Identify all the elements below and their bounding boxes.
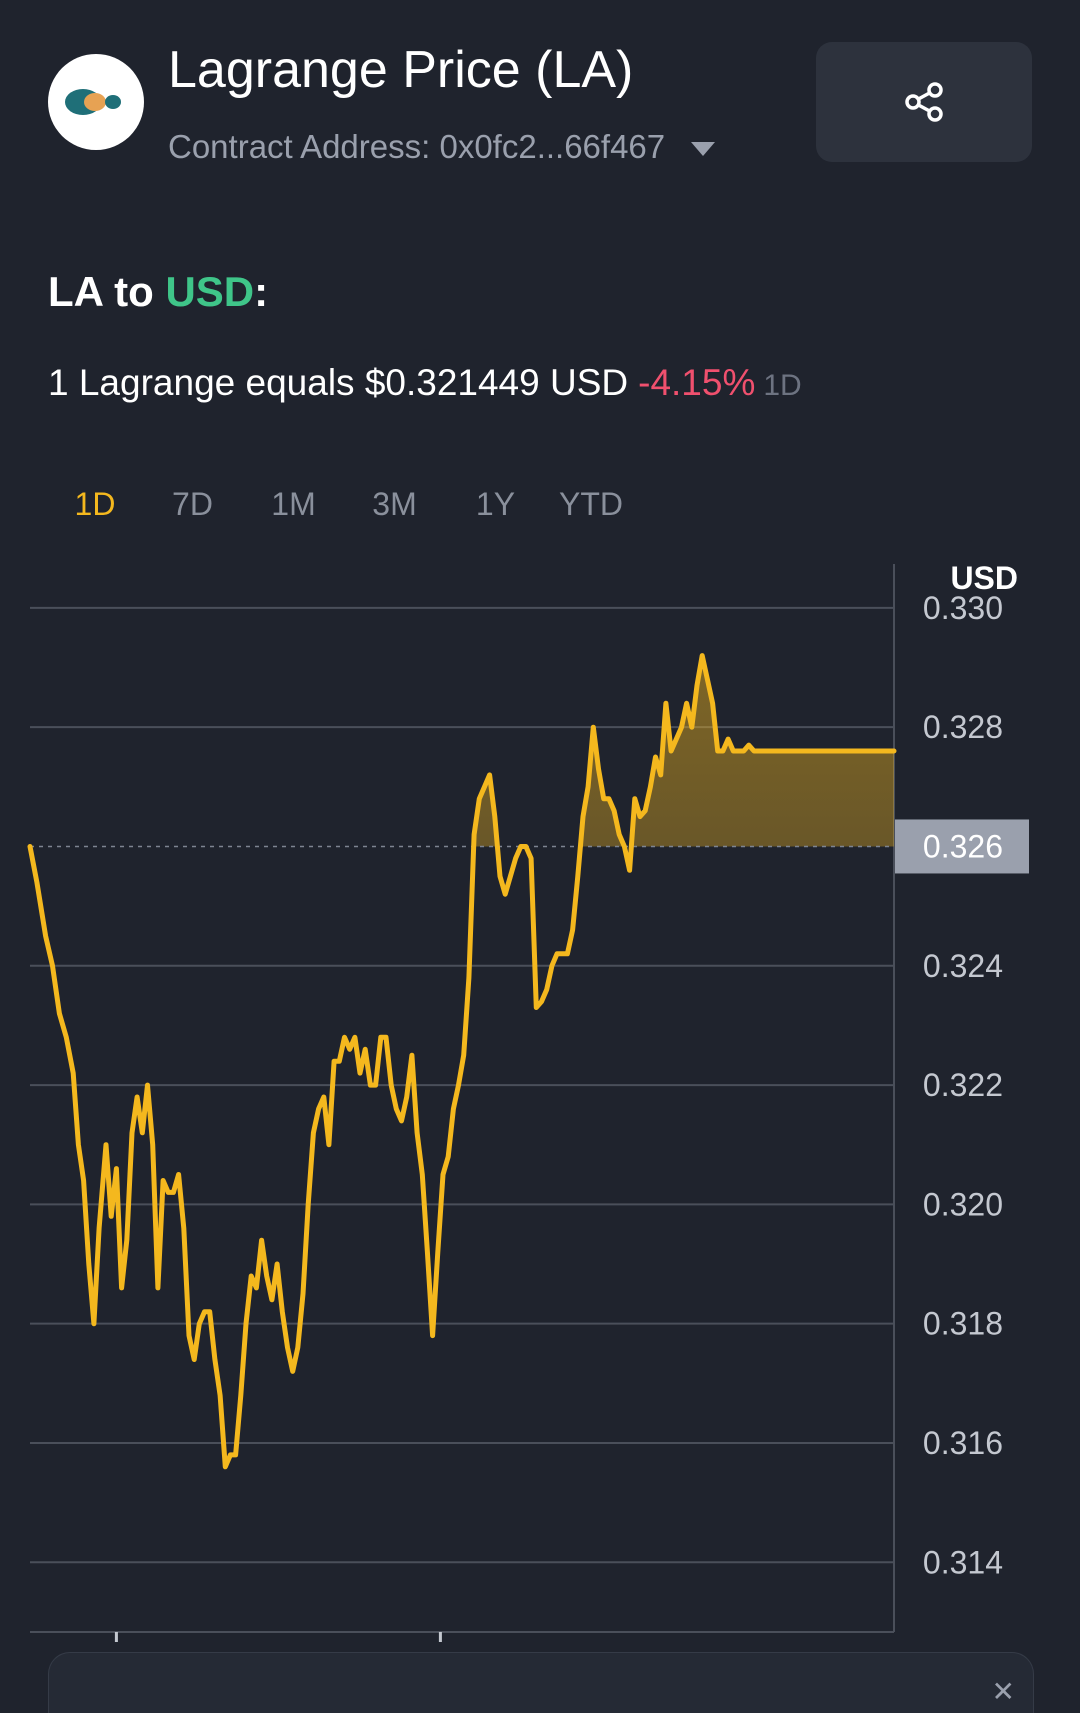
y-tick-label: 0.320 (923, 1186, 1003, 1222)
range-tabs: 1D 7D 1M 3M 1Y YTD (48, 486, 636, 523)
tab-1y[interactable]: 1Y (475, 486, 516, 522)
currency-axis-label-overlay: USD (950, 560, 1018, 596)
to-word: to (114, 268, 154, 315)
chevron-down-icon[interactable] (691, 142, 716, 156)
tab-ytd[interactable]: YTD (559, 486, 623, 522)
bottom-sheet: ✕ (48, 1652, 1034, 1713)
heading-colon: : (254, 268, 269, 315)
y-tick-label: 0.314 (923, 1544, 1003, 1580)
equals-text: 1 Lagrange equals $0.321449 USD (48, 362, 629, 403)
y-tick-label: 0.330 (923, 590, 1003, 626)
base-symbol: LA (48, 268, 103, 315)
conversion-summary: 1 Lagrange equals $0.321449 USD -4.15% 1D (48, 362, 802, 404)
share-icon (905, 82, 943, 122)
y-tick-label: 0.328 (923, 709, 1003, 745)
header: Lagrange Price (LA) Contract Address: 0x… (48, 40, 1032, 180)
y-tick-label: 0.322 (923, 1067, 1003, 1103)
contract-address-label: Contract Address: 0x0fc2...66f467 (168, 128, 666, 165)
change-period: 1D (763, 369, 802, 402)
price-line (27, 653, 897, 1470)
tab-1d[interactable]: 1D (74, 486, 116, 522)
lagrange-logo (48, 54, 144, 150)
y-tick-label: 0.324 (923, 948, 1003, 984)
lagrange-logo-icon (65, 89, 121, 115)
y-tick-label: 0.318 (923, 1306, 1003, 1342)
y-tick-label: 0.326 (923, 828, 1003, 864)
price-area-fill (30, 655, 894, 847)
page-title: Lagrange Price (LA) (168, 41, 634, 99)
reference-badge (895, 819, 1029, 874)
price-chart[interactable]: 0.330 0.328 0.326 0.324 0.322 0.320 0.318 0.316… (0, 529, 1080, 1693)
quote-symbol: USD (165, 268, 255, 315)
price-chart-svg[interactable]: 0.330 0.328 0.326 0.324 0.322 0.320 0.318 0.316… (0, 529, 1080, 1693)
share-button[interactable] (816, 42, 1032, 162)
price-change: -4.15% (638, 362, 756, 403)
tab-1m[interactable]: 1M (271, 486, 316, 522)
y-tick-label: 0.316 (923, 1425, 1003, 1461)
conversion-heading: LA to USD: (48, 268, 268, 316)
tab-7d[interactable]: 7D (172, 486, 213, 522)
tab-3m[interactable]: 3M (372, 486, 417, 522)
contract-address-dropdown[interactable]: Contract Address: 0x0fc2...66f467 (168, 128, 716, 166)
